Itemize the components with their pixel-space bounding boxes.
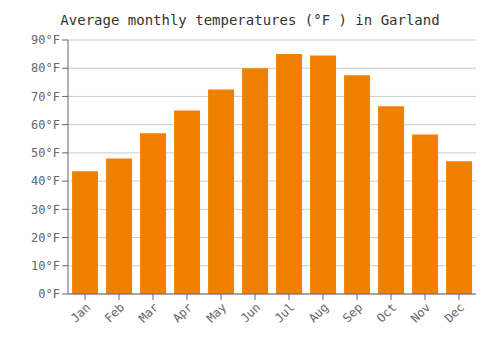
svg-text:30°F: 30°F	[31, 203, 60, 217]
svg-text:90°F: 90°F	[31, 33, 60, 47]
svg-text:Sep: Sep	[340, 300, 365, 325]
svg-text:70°F: 70°F	[31, 90, 60, 104]
svg-text:Jul: Jul	[272, 300, 297, 325]
svg-text:Jan: Jan	[68, 300, 93, 325]
svg-text:Feb: Feb	[102, 300, 127, 325]
svg-text:50°F: 50°F	[31, 146, 60, 160]
svg-text:60°F: 60°F	[31, 118, 60, 132]
svg-text:Aug: Aug	[306, 300, 331, 325]
svg-text:Nov: Nov	[408, 300, 433, 325]
svg-text:Apr: Apr	[170, 300, 195, 325]
svg-text:20°F: 20°F	[31, 231, 60, 245]
svg-text:Mar: Mar	[136, 300, 161, 325]
svg-text:10°F: 10°F	[31, 259, 60, 273]
svg-text:0°F: 0°F	[38, 287, 60, 301]
html-text:Average monthly temperatures (: Average monthly temperatures (°F ) in Ga…	[60, 12, 440, 28]
svg-text:80°F: 80°F	[31, 61, 60, 75]
svg-text:40°F: 40°F	[31, 174, 60, 188]
svg-text:Dec: Dec	[442, 300, 467, 325]
svg-text:Oct: Oct	[374, 300, 399, 325]
svg-text:Jun: Jun	[238, 300, 263, 325]
svg-text:May: May	[204, 300, 229, 325]
